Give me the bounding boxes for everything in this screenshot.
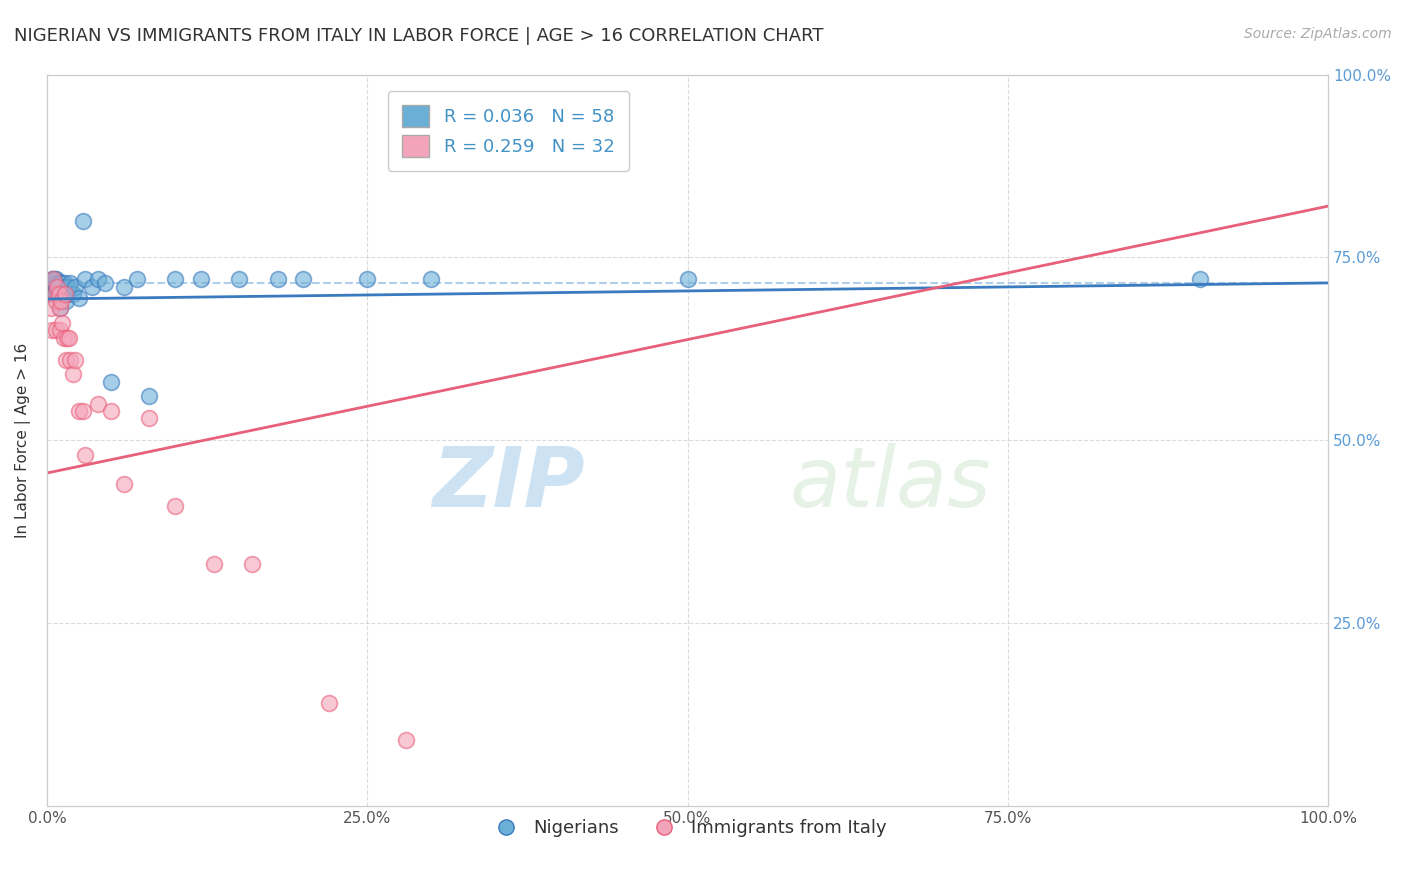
Point — [62, 286, 84, 301]
Point — [44, 279, 66, 293]
Point — [56, 331, 79, 345]
Point — [41, 272, 63, 286]
Point — [49, 301, 72, 316]
Point — [39, 301, 62, 316]
Point — [42, 272, 65, 286]
Point — [46, 286, 69, 301]
Point — [59, 352, 82, 367]
Point — [112, 279, 135, 293]
Point — [202, 558, 225, 572]
Point — [44, 286, 66, 301]
Point — [125, 272, 148, 286]
Point — [38, 286, 60, 301]
Point — [93, 276, 115, 290]
Point — [48, 286, 70, 301]
Point — [67, 291, 90, 305]
Point — [59, 276, 82, 290]
Point — [165, 499, 187, 513]
Point — [49, 276, 72, 290]
Point — [48, 279, 70, 293]
Point — [55, 279, 77, 293]
Point — [87, 272, 110, 286]
Point — [165, 272, 187, 286]
Point — [112, 477, 135, 491]
Point — [55, 352, 77, 367]
Point — [52, 286, 75, 301]
Point — [44, 286, 66, 301]
Point — [48, 286, 70, 301]
Point — [72, 404, 94, 418]
Text: Source: ZipAtlas.com: Source: ZipAtlas.com — [1244, 27, 1392, 41]
Point — [41, 286, 63, 301]
Point — [42, 276, 65, 290]
Point — [58, 279, 80, 293]
Point — [52, 331, 75, 345]
Point — [56, 286, 79, 301]
Point — [55, 294, 77, 309]
Point — [80, 279, 103, 293]
Point — [42, 286, 65, 301]
Point — [58, 331, 80, 345]
Point — [49, 294, 72, 309]
Point — [45, 294, 67, 309]
Point — [138, 389, 160, 403]
Point — [318, 696, 340, 710]
Point — [138, 411, 160, 425]
Point — [53, 286, 76, 301]
Point — [45, 279, 67, 293]
Point — [395, 732, 418, 747]
Point — [45, 286, 67, 301]
Point — [45, 323, 67, 337]
Point — [100, 404, 122, 418]
Text: NIGERIAN VS IMMIGRANTS FROM ITALY IN LABOR FORCE | AGE > 16 CORRELATION CHART: NIGERIAN VS IMMIGRANTS FROM ITALY IN LAB… — [14, 27, 824, 45]
Point — [1189, 272, 1212, 286]
Y-axis label: In Labor Force | Age > 16: In Labor Force | Age > 16 — [15, 343, 31, 538]
Point — [41, 323, 63, 337]
Point — [100, 375, 122, 389]
Point — [46, 279, 69, 293]
Point — [240, 558, 263, 572]
Point — [46, 279, 69, 293]
Point — [53, 286, 76, 301]
Point — [42, 272, 65, 286]
Point — [49, 301, 72, 316]
Point — [49, 323, 72, 337]
Point — [51, 316, 73, 330]
Point — [48, 276, 70, 290]
Point — [53, 276, 76, 290]
Legend: Nigerians, Immigrants from Italy: Nigerians, Immigrants from Italy — [481, 812, 894, 844]
Point — [49, 286, 72, 301]
Point — [292, 272, 315, 286]
Point — [72, 213, 94, 227]
Point — [75, 448, 97, 462]
Point — [45, 276, 67, 290]
Point — [67, 404, 90, 418]
Point — [190, 272, 212, 286]
Point — [266, 272, 288, 286]
Point — [45, 272, 67, 286]
Point — [52, 279, 75, 293]
Point — [49, 279, 72, 293]
Point — [62, 368, 84, 382]
Point — [420, 272, 443, 286]
Point — [356, 272, 378, 286]
Point — [44, 272, 66, 286]
Point — [676, 272, 699, 286]
Point — [51, 279, 73, 293]
Text: atlas: atlas — [790, 443, 991, 524]
Point — [75, 272, 97, 286]
Point — [46, 276, 69, 290]
Point — [87, 396, 110, 410]
Point — [63, 279, 86, 293]
Point — [228, 272, 250, 286]
Point — [49, 286, 72, 301]
Text: ZIP: ZIP — [433, 443, 585, 524]
Point — [63, 352, 86, 367]
Point — [49, 276, 72, 290]
Point — [51, 276, 73, 290]
Point — [39, 279, 62, 293]
